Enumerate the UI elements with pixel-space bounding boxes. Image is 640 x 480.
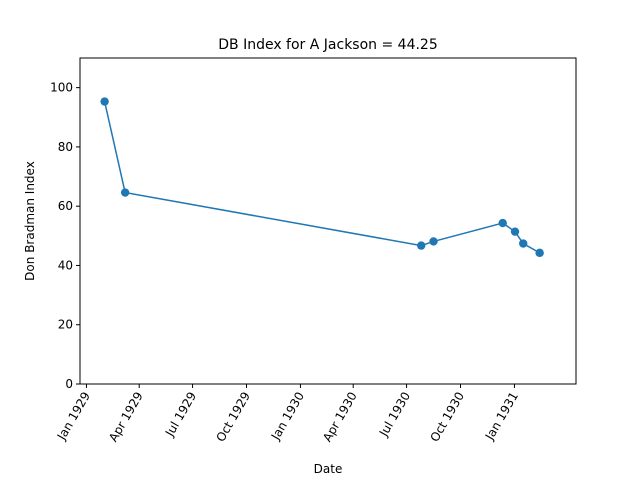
y-tick-label: 0 xyxy=(65,377,73,391)
data-point xyxy=(100,97,109,106)
plot-frame xyxy=(79,57,577,385)
y-tick-label: 100 xyxy=(50,81,73,95)
y-axis-label: Don Bradman Index xyxy=(23,161,37,281)
y-tick-label: 80 xyxy=(58,140,73,154)
x-axis-label: Date xyxy=(314,462,343,476)
y-tick-label: 60 xyxy=(58,199,73,213)
y-tick-label: 40 xyxy=(58,258,73,272)
data-point xyxy=(429,237,438,246)
chart-title: DB Index for A Jackson = 44.25 xyxy=(218,37,438,53)
data-point xyxy=(510,227,520,236)
data-point xyxy=(535,248,544,258)
data-point xyxy=(120,188,130,197)
data-point xyxy=(498,218,507,228)
data-point xyxy=(417,241,426,250)
y-tick-label: 20 xyxy=(58,318,73,332)
data-point xyxy=(519,239,528,248)
